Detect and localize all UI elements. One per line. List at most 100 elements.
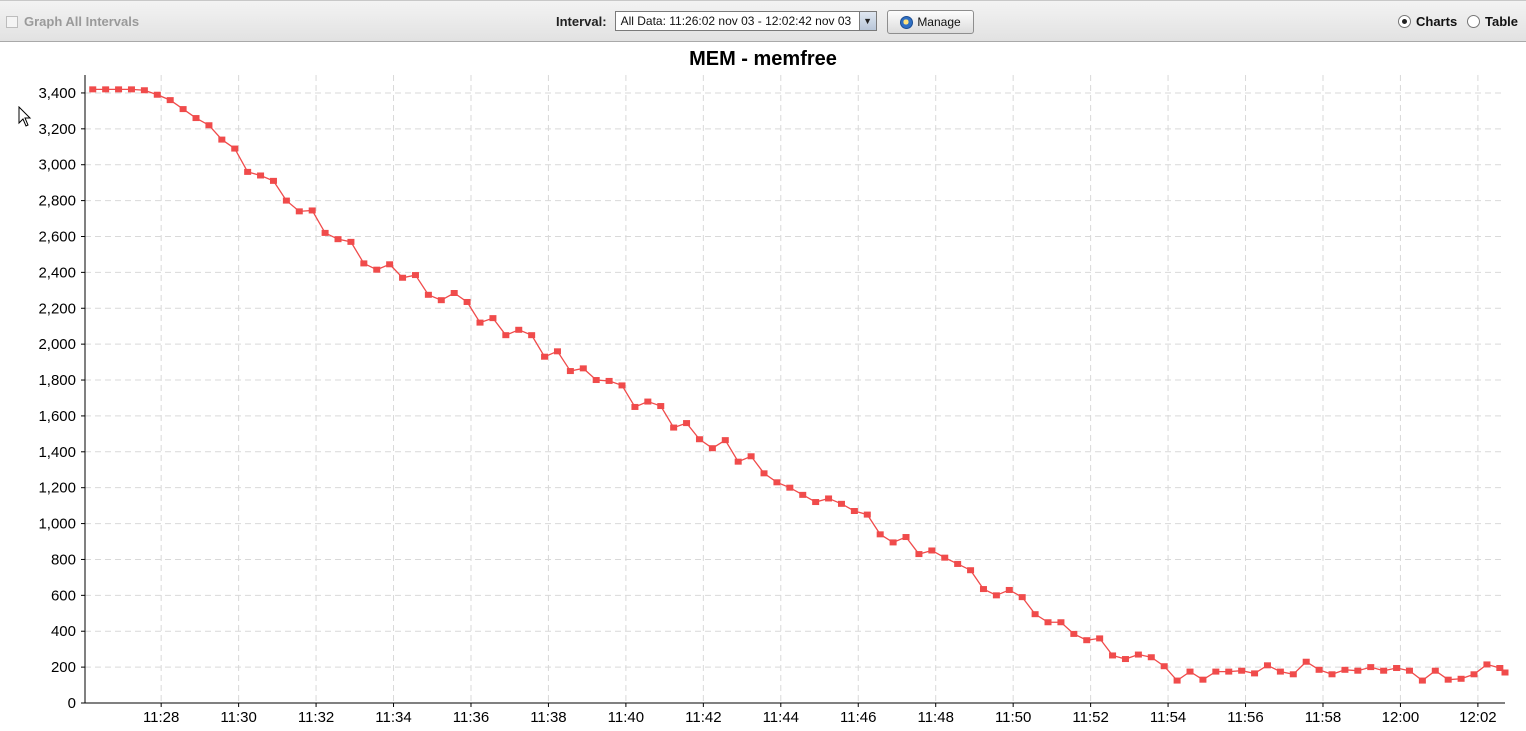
data-point — [1328, 671, 1336, 678]
data-point — [657, 403, 665, 410]
data-point — [334, 236, 342, 243]
data-point — [812, 499, 820, 506]
data-point — [695, 436, 703, 443]
mouse-cursor-icon — [18, 106, 32, 127]
data-point — [992, 592, 1000, 599]
x-tick-label: 11:58 — [1305, 709, 1341, 726]
chevron-down-icon[interactable]: ▼ — [858, 12, 876, 30]
x-tick-label: 11:38 — [530, 709, 566, 726]
y-tick-label: 3,400 — [38, 85, 76, 102]
y-tick-label: 800 — [51, 551, 76, 568]
table-radio[interactable]: Table — [1467, 14, 1518, 29]
data-point — [1418, 677, 1426, 684]
y-tick-label: 1,400 — [38, 444, 76, 461]
data-point — [399, 274, 407, 281]
data-point — [605, 377, 613, 384]
interval-label: Interval: — [556, 13, 607, 29]
data-point — [670, 424, 678, 431]
data-point — [321, 229, 329, 236]
data-point — [269, 177, 277, 184]
data-point — [115, 86, 123, 93]
x-tick-label: 12:02 — [1459, 709, 1497, 726]
tick-labels: 0 200 400 600 800 1,000 1,200 1,400 1,600 1,800 2,… — [38, 85, 1496, 726]
data-point — [863, 511, 871, 518]
interval-select[interactable]: All Data: 11:26:02 nov 03 - 12:02:42 nov… — [614, 11, 877, 31]
series-line — [92, 88, 1506, 682]
data-point — [579, 365, 587, 372]
y-tick-label: 1,600 — [38, 408, 76, 425]
y-tick-label: 2,200 — [38, 300, 76, 317]
data-point — [902, 534, 910, 541]
data-point — [218, 136, 226, 143]
data-point — [915, 551, 923, 558]
data-point — [386, 261, 394, 268]
x-tick-label: 11:50 — [995, 709, 1031, 726]
data-point — [683, 420, 691, 427]
y-tick-label: 3,000 — [38, 157, 76, 174]
data-point — [1018, 594, 1026, 601]
data-point — [347, 238, 355, 245]
data-point — [179, 106, 187, 113]
data-point — [941, 554, 949, 561]
data-point — [1263, 662, 1271, 669]
charts-radio[interactable]: Charts — [1398, 14, 1457, 29]
data-point — [618, 382, 626, 389]
data-point — [1057, 619, 1065, 626]
data-point — [282, 197, 290, 204]
table-radio-dot[interactable] — [1467, 15, 1480, 28]
y-tick-label: 1,200 — [38, 480, 76, 497]
data-point — [1212, 668, 1220, 675]
data-point — [541, 353, 549, 360]
data-point — [773, 479, 781, 486]
data-point — [1405, 667, 1413, 674]
x-tick-label: 11:42 — [685, 709, 721, 726]
data-point — [437, 297, 445, 304]
y-tick-label: 200 — [51, 659, 76, 676]
data-point — [1044, 619, 1052, 626]
data-point — [1496, 665, 1504, 672]
data-point — [153, 91, 161, 98]
y-tick-label: 1,800 — [38, 372, 76, 389]
data-point — [205, 122, 213, 129]
data-point — [166, 97, 174, 104]
data-point — [850, 508, 858, 515]
graph-all-intervals-label: Graph All Intervals — [24, 14, 140, 29]
charts-radio-dot[interactable] — [1398, 15, 1411, 28]
data-point — [1483, 661, 1491, 668]
checkbox-box[interactable] — [6, 15, 18, 28]
data-point — [476, 319, 484, 326]
data-point — [954, 560, 962, 567]
y-tick-label: 2,800 — [38, 193, 76, 210]
table-radio-label: Table — [1485, 14, 1518, 29]
data-point — [295, 208, 303, 215]
data-point — [1096, 635, 1104, 642]
data-point — [1031, 611, 1039, 618]
data-point — [1470, 671, 1478, 678]
data-point — [360, 260, 368, 267]
data-point — [1315, 666, 1323, 673]
manage-button[interactable]: Manage — [887, 10, 974, 34]
data-point — [1147, 654, 1155, 661]
data-point — [889, 539, 897, 546]
data-point — [1457, 675, 1465, 682]
data-point — [127, 86, 135, 93]
y-tick-label: 600 — [51, 587, 76, 604]
y-tick-label: 2,000 — [38, 336, 76, 353]
data-point — [760, 470, 768, 477]
data-point — [1109, 652, 1117, 659]
y-tick-label: 2,600 — [38, 228, 76, 245]
data-point — [1341, 666, 1349, 673]
clock-icon — [900, 15, 914, 29]
data-point — [1276, 668, 1284, 675]
data-point — [1444, 676, 1452, 683]
manage-button-label: Manage — [917, 15, 961, 29]
data-point — [979, 586, 987, 593]
data-point — [373, 266, 381, 273]
graph-all-intervals-checkbox[interactable]: Graph All Intervals — [6, 14, 139, 29]
data-point — [102, 86, 110, 93]
data-point — [721, 437, 729, 444]
data-point — [1251, 670, 1259, 677]
data-point — [734, 458, 742, 465]
y-tick-label: 400 — [51, 623, 76, 640]
